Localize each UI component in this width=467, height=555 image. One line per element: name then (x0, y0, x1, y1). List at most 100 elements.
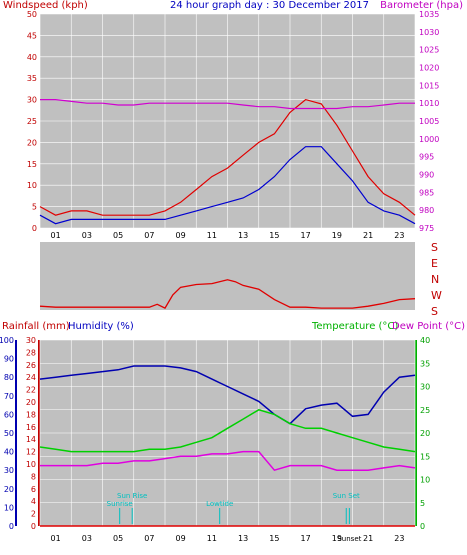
lower-xtick-label: 11 (207, 534, 217, 543)
rain-ytick-label: 12 (26, 448, 36, 457)
direction-plot-area (40, 242, 415, 310)
barometer-ytick-label: 1005 (419, 117, 439, 126)
header-temperature: Temperature (°C) (312, 321, 399, 332)
rain-ytick-label: 0 (31, 522, 36, 531)
rain-ytick-label: 22 (26, 386, 36, 395)
temperature-ytick-label: 0 (420, 522, 425, 531)
temperature-ytick-label: 15 (420, 452, 430, 461)
wind-ytick-label: 35 (27, 74, 37, 83)
barometer-ytick-label: 1030 (419, 28, 439, 37)
wind-ytick-label: 50 (27, 10, 37, 19)
lower-xtick-label: 13 (238, 534, 248, 543)
barometer-ytick-label: 1000 (419, 135, 439, 144)
rain-ytick-label: 10 (26, 460, 36, 469)
wind-ytick-label: 5 (32, 203, 37, 212)
humidity-ytick-label: 100 (0, 336, 14, 345)
barometer-ytick-label: 985 (419, 188, 434, 197)
lower-xtick-label: 21 (363, 534, 373, 543)
lower-xtick-label: 05 (113, 534, 123, 543)
header-windspeed: Windspeed (kph) (3, 0, 88, 11)
wind-ytick-label: 25 (27, 117, 37, 126)
rain-ytick-label: 8 (31, 472, 36, 481)
event-label: Sun Set (333, 492, 360, 500)
series-line-direction (39, 279, 416, 309)
lower-xtick-label: 01 (51, 534, 61, 543)
direction-label: E (431, 257, 438, 270)
series-line-barometer (40, 98, 415, 110)
temperature-ytick-label: 20 (420, 429, 430, 438)
humidity-ytick-label: 0 (9, 522, 14, 531)
temperature-ytick-label: 25 (420, 406, 430, 415)
header-humidity: Humidity (%) (68, 321, 134, 332)
barometer-ytick-label: 1020 (419, 64, 439, 73)
header-barometer: Barometer (hpa) (380, 0, 463, 11)
barometer-ytick-label: 995 (419, 153, 434, 162)
barometer-ytick-label: 980 (419, 206, 434, 215)
humidity-ytick-label: 50 (4, 429, 14, 438)
rain-ytick-label: 6 (31, 485, 36, 494)
rain-ytick-label: 26 (26, 361, 36, 370)
temperature-ytick-label: 35 (420, 359, 430, 368)
barometer-ytick-label: 1025 (419, 46, 439, 55)
header-title: 24 hour graph day : 30 December 2017 (170, 0, 369, 11)
humidity-ytick-label: 70 (4, 392, 14, 401)
lower-xtick-label: 03 (82, 534, 92, 543)
lower-xtick-label: 23 (394, 534, 404, 543)
series-line-humidity (39, 365, 416, 425)
wind-ytick-label: 20 (27, 138, 37, 147)
barometer-ytick-label: 975 (419, 224, 434, 233)
wind-xtick-label: 17 (301, 231, 311, 240)
wind-xtick-label: 21 (363, 231, 373, 240)
wind-xtick-label: 03 (82, 231, 92, 240)
wind-xtick-label: 13 (238, 231, 248, 240)
lower-xtick-label: 09 (176, 534, 186, 543)
barometer-ytick-label: 1035 (419, 10, 439, 19)
direction-label: W (431, 289, 442, 302)
event-label: Lowtide (206, 500, 233, 508)
rain-ytick-label: 24 (26, 373, 36, 382)
wind-ytick-label: 45 (27, 31, 37, 40)
humidity-ytick-label: 10 (4, 503, 14, 512)
lower-xtick-label: 19 (332, 534, 342, 543)
humidity-ytick-label: 30 (4, 466, 14, 475)
event-label: Sunrise (107, 500, 133, 508)
wind-xtick-label: 05 (113, 231, 123, 240)
event-label: Sunset (337, 535, 361, 543)
rain-ytick-label: 20 (26, 398, 36, 407)
lower-xtick-label: 15 (269, 534, 279, 543)
rain-ytick-label: 18 (26, 410, 36, 419)
humidity-ytick-label: 80 (4, 373, 14, 382)
direction-label: S (431, 305, 438, 316)
barometer-ytick-label: 990 (419, 171, 434, 180)
series-line-average (39, 146, 416, 225)
wind-xtick-label: 01 (51, 231, 61, 240)
series-line-dewpoint (40, 450, 416, 472)
temperature-ytick-label: 10 (420, 476, 430, 485)
barometer-ytick-label: 1015 (419, 81, 439, 90)
wind-ytick-label: 10 (27, 181, 37, 190)
humidity-ytick-label: 60 (4, 410, 14, 419)
rain-ytick-label: 30 (26, 336, 36, 345)
temperature-ytick-label: 5 (420, 499, 425, 508)
lower-xtick-label: 07 (144, 534, 154, 543)
wind-ytick-label: 40 (27, 53, 37, 62)
wind-xtick-label: 07 (144, 231, 154, 240)
wind-ytick-label: 0 (32, 224, 37, 233)
rain-ytick-label: 2 (31, 510, 36, 519)
rain-ytick-label: 28 (26, 348, 36, 357)
humidity-ytick-label: 90 (4, 355, 14, 364)
direction-label: S (431, 241, 438, 254)
lower-xtick-label: 17 (301, 534, 311, 543)
wind-xtick-label: 23 (394, 231, 404, 240)
humidity-ytick-label: 40 (4, 448, 14, 457)
header-rainfall: Rainfall (mm) (2, 321, 70, 332)
wind-xtick-label: 09 (176, 231, 186, 240)
wind-xtick-label: 15 (269, 231, 279, 240)
wind-xtick-label: 11 (207, 231, 217, 240)
humidity-ytick-label: 20 (4, 485, 14, 494)
event-label: Sun Rise (117, 492, 147, 500)
